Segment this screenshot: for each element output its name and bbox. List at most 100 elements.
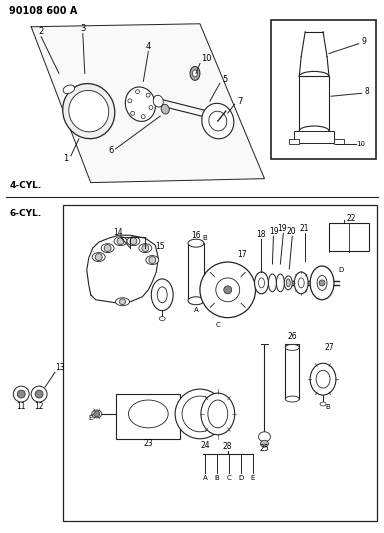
Ellipse shape <box>63 84 115 139</box>
Text: 9: 9 <box>361 37 366 46</box>
Text: 17: 17 <box>237 249 247 259</box>
Text: 6-CYL.: 6-CYL. <box>9 209 41 218</box>
Text: 4: 4 <box>146 42 151 51</box>
Text: 21: 21 <box>300 224 309 233</box>
Text: A: A <box>202 475 207 481</box>
Ellipse shape <box>258 278 265 288</box>
Circle shape <box>175 389 225 439</box>
Text: C: C <box>215 321 220 328</box>
Circle shape <box>104 245 111 252</box>
Ellipse shape <box>286 279 290 287</box>
Circle shape <box>149 256 156 263</box>
Ellipse shape <box>268 274 276 292</box>
Text: 10: 10 <box>201 54 211 63</box>
Text: 28: 28 <box>223 442 232 451</box>
Text: 14: 14 <box>113 228 122 237</box>
Ellipse shape <box>151 279 173 311</box>
Circle shape <box>117 238 124 245</box>
Circle shape <box>200 262 255 318</box>
Circle shape <box>216 278 240 302</box>
Ellipse shape <box>190 67 200 80</box>
Circle shape <box>13 386 29 402</box>
Bar <box>188 243 204 301</box>
Ellipse shape <box>69 91 109 132</box>
Ellipse shape <box>159 317 165 321</box>
Ellipse shape <box>258 432 270 442</box>
Text: 27: 27 <box>324 343 334 352</box>
Text: 11: 11 <box>17 402 26 411</box>
Ellipse shape <box>299 126 329 136</box>
Text: 2: 2 <box>38 27 44 36</box>
Circle shape <box>128 99 132 103</box>
Circle shape <box>119 299 126 305</box>
Bar <box>299 76 329 131</box>
Ellipse shape <box>209 111 227 131</box>
Text: 7: 7 <box>237 96 242 106</box>
Ellipse shape <box>125 87 156 122</box>
Circle shape <box>224 286 232 294</box>
Text: 8: 8 <box>364 87 369 96</box>
Text: C: C <box>226 475 231 481</box>
Ellipse shape <box>146 256 159 264</box>
Ellipse shape <box>260 440 268 447</box>
Text: 1: 1 <box>63 154 68 163</box>
Text: 19: 19 <box>278 224 287 233</box>
Polygon shape <box>31 24 265 183</box>
Ellipse shape <box>157 287 167 303</box>
Text: 12: 12 <box>34 402 44 411</box>
Circle shape <box>31 386 47 402</box>
Ellipse shape <box>310 266 334 300</box>
Text: A: A <box>194 306 199 313</box>
Ellipse shape <box>114 237 127 246</box>
Text: B: B <box>326 404 330 410</box>
Text: 16: 16 <box>191 231 201 240</box>
Ellipse shape <box>92 253 105 262</box>
Circle shape <box>182 396 218 432</box>
Ellipse shape <box>92 410 102 418</box>
Text: 5: 5 <box>222 75 227 84</box>
Bar <box>289 139 299 144</box>
Ellipse shape <box>127 237 140 246</box>
Ellipse shape <box>208 400 228 428</box>
Text: B: B <box>202 235 207 241</box>
Text: 90108 600 A: 90108 600 A <box>9 6 78 16</box>
Ellipse shape <box>310 364 336 395</box>
Text: D: D <box>338 267 344 273</box>
Ellipse shape <box>294 272 308 294</box>
Circle shape <box>95 254 102 261</box>
Ellipse shape <box>153 95 163 107</box>
Text: 25: 25 <box>260 444 269 453</box>
Ellipse shape <box>129 400 168 428</box>
Polygon shape <box>87 235 158 303</box>
Text: 19: 19 <box>270 227 279 236</box>
Ellipse shape <box>188 239 204 247</box>
Ellipse shape <box>317 276 327 290</box>
Ellipse shape <box>320 402 326 406</box>
Text: 15: 15 <box>156 241 165 251</box>
Text: 20: 20 <box>286 227 296 236</box>
Text: 23: 23 <box>144 439 153 448</box>
Ellipse shape <box>316 370 330 388</box>
Text: 6: 6 <box>108 147 113 155</box>
Bar <box>334 139 344 144</box>
Bar <box>285 344 299 399</box>
Circle shape <box>319 280 325 286</box>
Circle shape <box>130 238 137 245</box>
Bar <box>63 205 377 521</box>
Ellipse shape <box>299 71 329 82</box>
Ellipse shape <box>284 276 292 290</box>
Ellipse shape <box>116 298 129 306</box>
Circle shape <box>131 111 135 115</box>
Text: 24: 24 <box>200 441 210 450</box>
Ellipse shape <box>285 344 299 350</box>
Text: 26: 26 <box>288 332 297 341</box>
Bar <box>329 223 369 251</box>
Text: E: E <box>250 475 255 481</box>
Circle shape <box>149 106 153 109</box>
Text: 18: 18 <box>256 230 265 239</box>
Text: E: E <box>89 415 93 421</box>
Bar <box>294 131 334 143</box>
Ellipse shape <box>201 393 235 435</box>
Ellipse shape <box>63 85 74 94</box>
Ellipse shape <box>202 103 234 139</box>
